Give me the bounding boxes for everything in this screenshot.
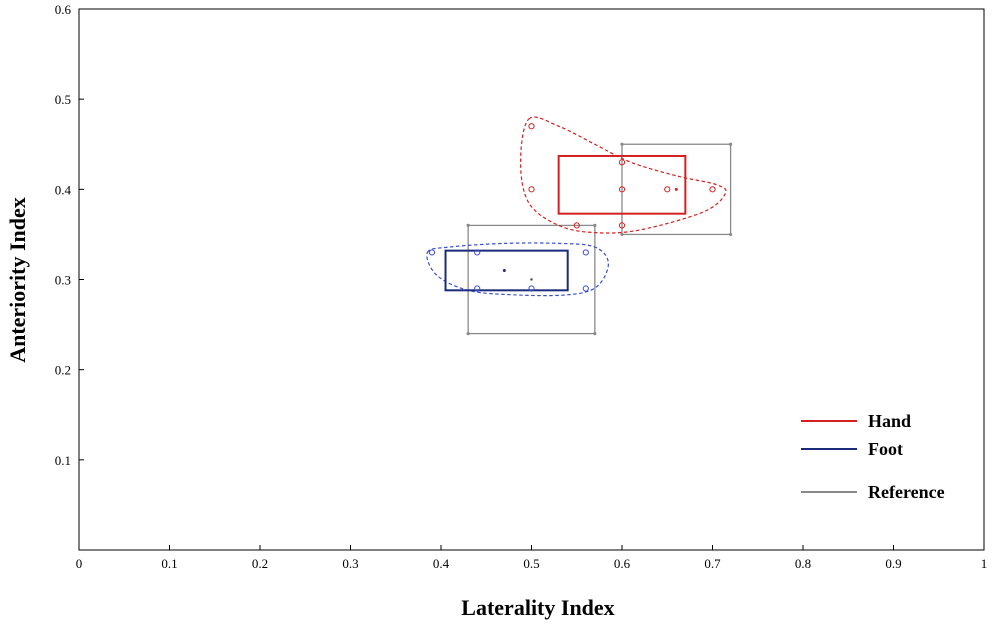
x-tick-label: 0.1 xyxy=(161,556,177,571)
ticks-layer: 0 0.1 0.2 0.3 0.4 0.5 0.6 0.7 0.8 0.9 1 0.1 0.2 0.3 0.… xyxy=(55,2,988,571)
legend-label-hand: Hand xyxy=(868,411,911,431)
x-tick-label: 0.8 xyxy=(795,556,811,571)
hand-point xyxy=(664,186,671,193)
reference-rect-corner xyxy=(593,223,597,227)
y-tick-label: 0.4 xyxy=(55,182,72,197)
y-tick-label: 0.1 xyxy=(55,453,71,468)
hand-point xyxy=(528,123,535,130)
foot-point xyxy=(428,249,436,256)
x-tick-label: 0 xyxy=(76,556,83,571)
foot-mean-dot xyxy=(502,268,506,272)
x-tick-label: 0.7 xyxy=(704,556,721,571)
hand-envelope xyxy=(519,116,727,234)
foot-point xyxy=(474,285,481,292)
y-tick-label: 0.5 xyxy=(55,92,71,107)
foot-point xyxy=(582,285,589,292)
hand-mean-dot xyxy=(674,187,678,191)
reference-rect xyxy=(621,143,732,236)
foot-point xyxy=(528,285,535,292)
reference-rect-corner xyxy=(729,232,733,237)
hand-point xyxy=(573,222,580,229)
reference-rect xyxy=(467,224,596,335)
x-axis-title: Laterality Index xyxy=(461,595,614,620)
legend-label-reference: Reference xyxy=(868,482,945,502)
x-tick-label: 0.3 xyxy=(342,556,358,571)
foot-point xyxy=(474,249,481,256)
data-layer xyxy=(426,116,733,336)
reference-center-dot xyxy=(530,278,533,281)
foot-envelope xyxy=(426,242,610,297)
x-tick-label: 0.2 xyxy=(252,556,268,571)
hand-point xyxy=(618,159,626,166)
legend-label-foot: Foot xyxy=(868,439,903,459)
reference-rect-corner xyxy=(729,142,733,146)
reference-rect-corner xyxy=(593,332,597,336)
y-axis-title: Anteriority Index xyxy=(5,197,30,363)
hand-point xyxy=(618,222,626,229)
x-tick-label: 1 xyxy=(981,556,988,571)
reference-rect-corner xyxy=(466,223,470,227)
hand-point xyxy=(528,186,535,193)
x-tick-label: 0.4 xyxy=(433,556,450,571)
hand-rect xyxy=(557,154,687,215)
y-tick-label: 0.6 xyxy=(55,2,72,17)
y-tick-label: 0.2 xyxy=(55,363,71,378)
x-tick-label: 0.5 xyxy=(523,556,539,571)
y-tick-label: 0.3 xyxy=(55,273,71,288)
legend: Hand Foot Reference xyxy=(801,411,945,502)
foot-point xyxy=(582,249,589,256)
x-tick-label: 0.9 xyxy=(885,556,901,571)
reference-rect-corner xyxy=(620,142,624,146)
hand-point xyxy=(709,186,716,193)
reference-rect-corner xyxy=(620,232,624,237)
foot-rect xyxy=(444,249,569,292)
x-tick-label: 0.6 xyxy=(614,556,631,571)
hand-point xyxy=(618,186,626,193)
reference-rect-corner xyxy=(466,332,470,336)
